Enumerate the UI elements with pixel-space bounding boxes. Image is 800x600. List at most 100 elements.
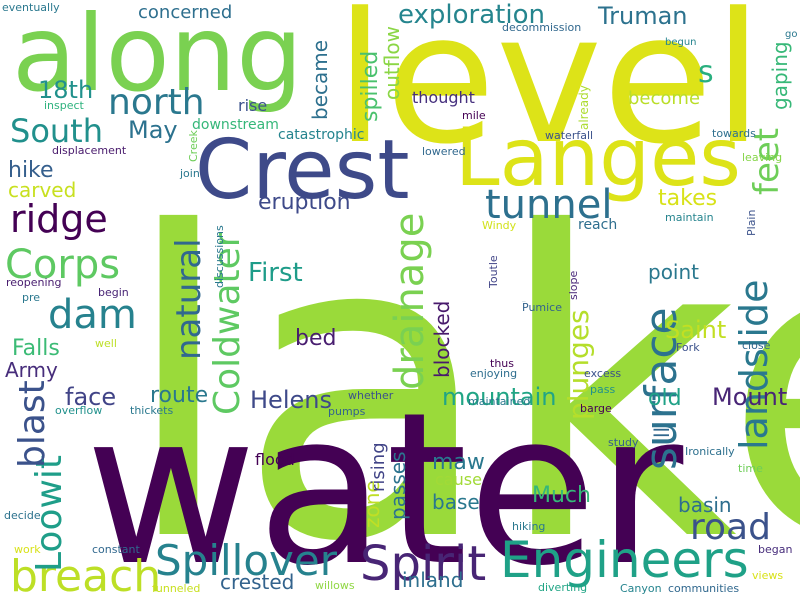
word-helens: Helens xyxy=(250,386,332,414)
word-hiking: hiking xyxy=(512,520,546,533)
word-eventually: eventually xyxy=(2,1,60,14)
word-excess: excess xyxy=(584,367,622,380)
word-s: s xyxy=(698,55,714,90)
word-army: Army xyxy=(5,358,58,382)
word-spilled: spilled xyxy=(358,50,383,122)
word-rise: rise xyxy=(238,96,268,115)
word-ll: ll xyxy=(650,426,674,438)
word-thickets: thickets xyxy=(130,404,174,417)
word-pass: pass xyxy=(590,383,616,396)
word-route: route xyxy=(150,383,209,408)
word-pumice: Pumice xyxy=(522,302,526,303)
word-mile: mile xyxy=(462,109,486,122)
word-already: already xyxy=(577,85,591,130)
word-study: study xyxy=(608,436,639,449)
word-engineers: Engineers xyxy=(500,531,749,589)
word-willows: willows xyxy=(315,579,355,592)
word-may: May xyxy=(128,116,178,144)
word-along: along xyxy=(12,0,303,115)
word-lowered: lowered xyxy=(422,145,466,158)
word-corps: Corps xyxy=(5,242,121,288)
word-langes: Langes xyxy=(455,111,741,204)
word-outflow: outflow xyxy=(380,26,404,100)
word-concerned: concerned xyxy=(138,2,233,23)
word-overflow: overflow xyxy=(55,404,103,417)
word-slope: slope xyxy=(567,270,580,300)
word-downstream: downstream xyxy=(192,117,279,133)
word-ironically: Ironically xyxy=(685,445,735,458)
word-exploration: exploration xyxy=(398,0,545,30)
word-truman: Truman xyxy=(598,2,688,30)
word-pre: pre xyxy=(22,291,41,304)
word-crested: crested xyxy=(220,570,295,594)
word-enjoying: enjoying xyxy=(470,367,518,380)
word-old: old xyxy=(648,386,682,411)
word-became: became xyxy=(308,39,332,120)
word-communities: communities xyxy=(668,582,740,595)
word-work: work xyxy=(14,543,41,556)
word-waterfall: waterfall xyxy=(545,129,594,142)
word-rising: rising xyxy=(368,442,389,492)
word-dam: dam xyxy=(48,292,137,338)
word-canyon: Canyon xyxy=(620,582,662,595)
word-decide: decide xyxy=(4,509,41,522)
word-thought: thought xyxy=(412,88,475,107)
word-lake: lake xyxy=(120,145,800,600)
word-spirit: Spirit xyxy=(360,536,487,592)
word-carved: carved xyxy=(8,178,77,202)
word-drainage: drainage xyxy=(387,212,433,390)
word-begin: begin xyxy=(98,286,129,299)
word-maw: maw xyxy=(432,450,485,475)
word-begun: begun xyxy=(665,37,697,48)
word-become: become xyxy=(628,88,701,109)
word-mountain: mountain xyxy=(442,383,557,411)
word-natural: natural xyxy=(169,238,209,360)
word-inland: inland xyxy=(402,568,464,592)
word-flood: flood xyxy=(255,450,295,469)
word-inspect: inspect xyxy=(44,99,84,112)
word-pumps: pumps xyxy=(328,405,366,418)
word-blocked: blocked xyxy=(430,300,454,378)
word-gaping: gaping xyxy=(768,41,792,110)
word-creek: Creek xyxy=(187,130,200,162)
word-saint: Saint xyxy=(665,316,727,344)
word-funneled: funneled xyxy=(152,582,201,595)
word-leaving: leaving xyxy=(742,151,783,164)
word-takes: takes xyxy=(658,186,718,211)
word-base: base xyxy=(432,490,480,514)
word-passes: passes xyxy=(386,451,410,520)
word-views: views xyxy=(752,569,784,582)
word-mount: Mount xyxy=(712,383,788,411)
word-south: South xyxy=(10,112,103,150)
word-fork: Fork xyxy=(676,341,700,354)
word-bed: bed xyxy=(295,326,337,351)
word-landslide: landslide xyxy=(732,279,776,450)
word-spillover: Spillover xyxy=(155,536,337,585)
word-maintain: maintain xyxy=(665,211,714,224)
word-towards: towards xyxy=(712,127,756,140)
word-tunnel: tunnel xyxy=(485,182,613,228)
word-whether: whether xyxy=(348,389,394,402)
word-breach: breach xyxy=(10,551,162,600)
word-displacement: displacement xyxy=(52,144,127,157)
word-time: time xyxy=(738,462,763,475)
word-18th: 18th xyxy=(38,76,94,104)
word-thus: thus xyxy=(490,357,514,370)
word-water: water xyxy=(85,367,684,600)
word-well: well xyxy=(95,337,117,350)
word-close: close xyxy=(742,339,771,352)
word-north: north xyxy=(108,82,205,123)
word-reach: reach xyxy=(578,217,618,233)
word-decommission: decommission xyxy=(502,21,582,34)
word-diverting: diverting xyxy=(538,581,588,594)
word-plain: Plain xyxy=(745,209,758,236)
word-barge: barge xyxy=(580,402,612,415)
word-basin: basin xyxy=(678,493,732,517)
word-cause: cause xyxy=(435,470,482,489)
word-go: go xyxy=(785,29,798,40)
word-discussions: discussions xyxy=(213,225,226,288)
word-constant: constant xyxy=(92,543,140,556)
word-point: point xyxy=(648,260,700,284)
word-began: began xyxy=(758,543,793,556)
